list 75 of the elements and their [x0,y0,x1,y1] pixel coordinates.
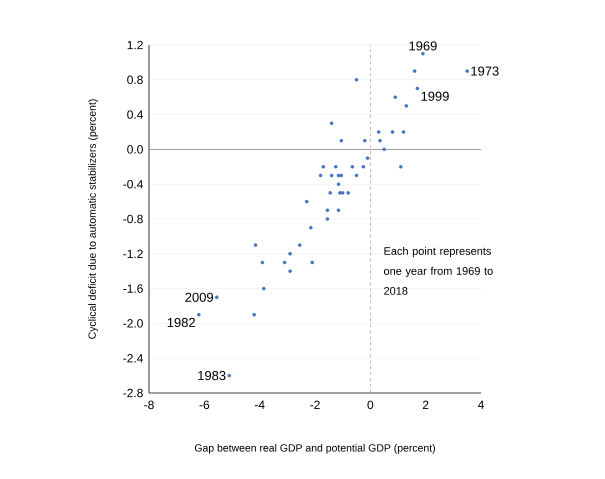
point [402,130,406,134]
point [254,243,258,247]
point [378,138,382,142]
point [330,121,334,126]
point [346,191,350,195]
y-tick-label: -1.6 [123,284,143,293]
point [336,208,340,212]
point [363,138,367,142]
x-tick-label: -6 [200,400,210,410]
point [416,86,420,90]
point [330,174,334,178]
point [362,164,366,169]
x-tick-label: -8 [144,400,154,410]
point [376,130,380,134]
point [298,243,302,247]
point [252,312,256,316]
point [354,78,358,82]
point [326,217,330,221]
point [227,374,232,378]
point [334,164,338,169]
point [197,312,201,316]
x-tick-label: -2 [310,400,320,409]
point [412,69,416,73]
y-tick-label: -2.4 [123,354,144,362]
y-tick-label: 0.8 [127,76,143,84]
point [288,252,292,256]
point [282,260,286,264]
point [328,191,332,195]
y-tick-label: -0.4 [123,180,144,188]
x-tick-label: 0 [367,400,374,410]
point [398,164,403,169]
x-tick-label: -4 [254,400,265,409]
annotation: 1973 [471,66,499,76]
point [339,174,344,178]
point [404,104,408,108]
point [366,156,370,160]
y-tick-label: 0.0 [127,145,143,154]
point [338,191,342,195]
annotation: 1982 [168,318,195,328]
point [260,260,264,264]
point [318,174,322,178]
point [393,95,398,99]
point [304,200,309,204]
point [322,164,326,169]
x-tick-label: 2 [422,400,428,409]
point [310,260,314,264]
point [382,148,386,152]
annotation: 1999 [422,92,449,101]
x-tick-label: 4 [478,400,484,409]
y-tick-label: -0.8 [123,214,143,224]
point [262,286,266,290]
point [421,52,425,56]
point [465,69,469,73]
y-tick-label: -1.2 [123,250,143,258]
point [336,182,340,186]
y-tick-label: 0.4 [127,110,144,119]
point [390,130,394,134]
y-axis-title: Cyclical deficit due to automatic stabilizers (percent) [88,99,98,339]
point [350,164,354,169]
point [354,174,358,178]
annotation: 1969 [409,41,437,50]
y-tick-label: -2.8 [123,388,143,398]
annotation: 1983 [198,370,226,380]
point [326,208,330,212]
annotation: 2009 [185,292,213,302]
point [309,226,313,230]
x-axis-title: Gap between real GDP and potential GDP (percent) [194,444,435,454]
annotation: Each point represents one year from 1969 to 2018 [384,246,493,295]
point [288,269,292,273]
point [336,174,340,178]
point [340,191,344,195]
point [339,138,344,142]
point [214,295,219,300]
y-tick-label: 1.2 [128,40,143,50]
y-tick-label: -2.0 [123,319,143,328]
